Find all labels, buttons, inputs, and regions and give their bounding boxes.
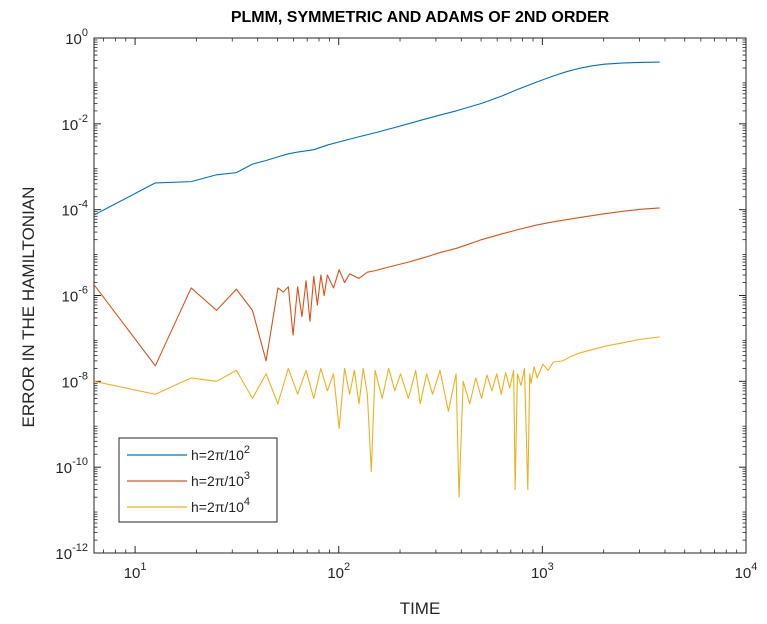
y-tick-label: 10-12 xyxy=(55,542,88,563)
legend-label-2: h=2π/103 xyxy=(191,470,250,489)
legend[interactable]: h=2π/102 h=2π/103 h=2π/104 xyxy=(118,437,278,523)
legend-label-3: h=2π/104 xyxy=(191,496,250,515)
y-tick-label: 10-8 xyxy=(62,370,88,391)
y-axis-label: ERROR IN THE HAMILTONIAN xyxy=(19,187,38,428)
series-line-3 xyxy=(94,336,660,498)
x-axis-label: TIME xyxy=(400,599,441,618)
y-tick-label: 100 xyxy=(65,27,88,48)
series-line-2 xyxy=(94,207,660,367)
legend-label-1: h=2π/102 xyxy=(191,444,250,463)
y-tick-label: 10-6 xyxy=(62,285,88,306)
legend-box xyxy=(118,437,278,523)
y-tick-label: 10-10 xyxy=(55,456,88,477)
series-line-1 xyxy=(94,61,660,216)
plot-series xyxy=(94,61,660,498)
chart-title: PLMM, SYMMETRIC AND ADAMS OF 2ND ORDER xyxy=(231,9,610,26)
x-tick-label: 101 xyxy=(124,561,147,582)
x-tick-label: 103 xyxy=(531,561,554,582)
y-tick-label: 10-2 xyxy=(62,113,88,134)
x-tick-label: 102 xyxy=(327,561,350,582)
tick-labels: 101 102 103 104 10-12 10-10 10-8 10-6 10-4 10-2 10… xyxy=(55,27,757,582)
y-tick-label: 10-4 xyxy=(62,199,88,220)
x-tick-label: 104 xyxy=(735,561,758,582)
